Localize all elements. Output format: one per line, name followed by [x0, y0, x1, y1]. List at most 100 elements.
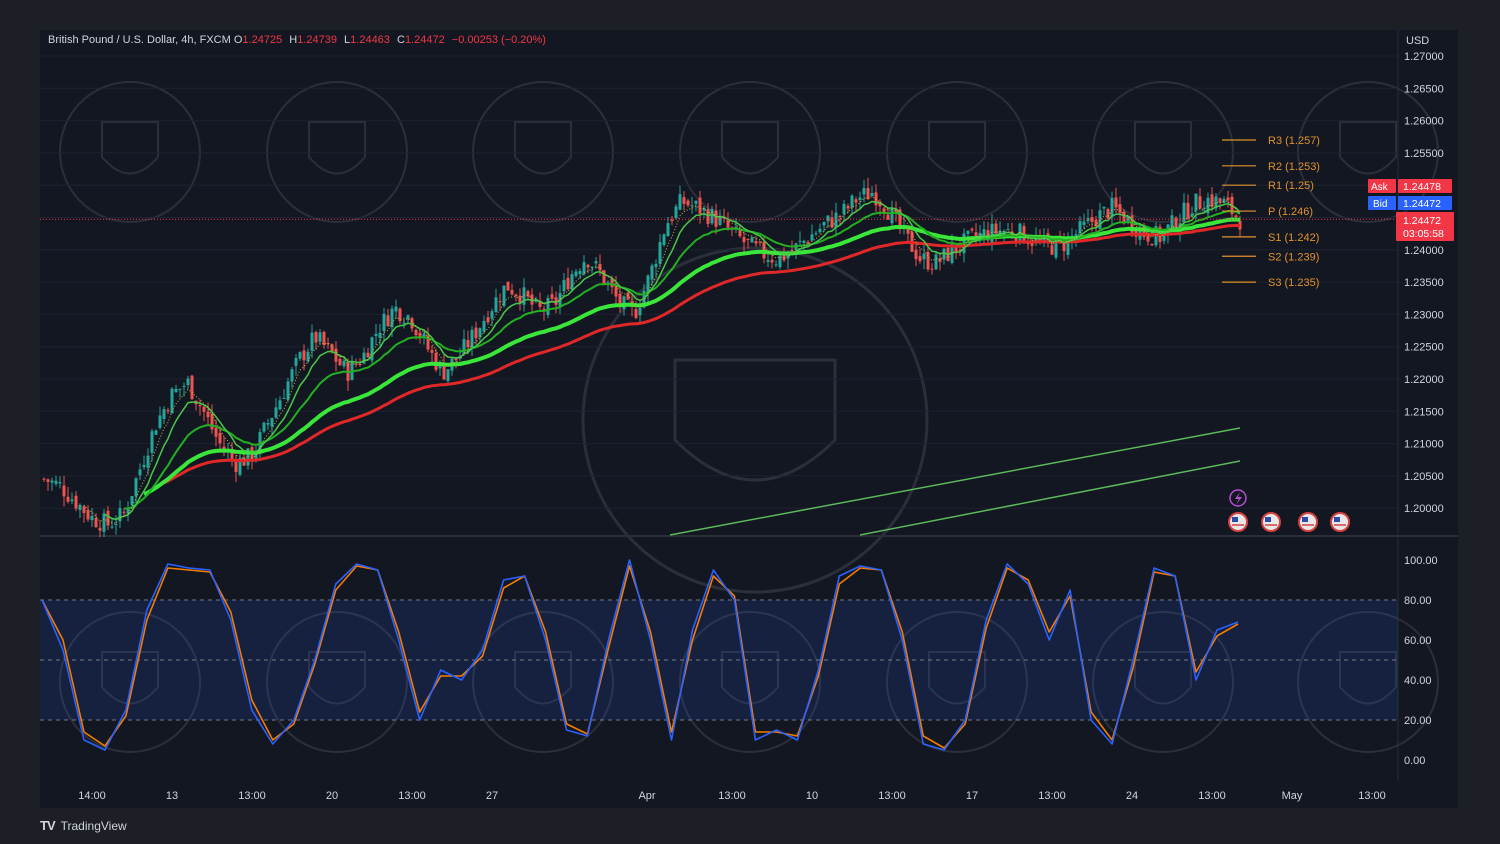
time-tick-label: 20 — [326, 790, 338, 802]
candle-body — [1218, 198, 1222, 203]
candle-body — [86, 510, 90, 520]
us-flag-canton — [1302, 517, 1308, 522]
bid-price-tag — [1398, 196, 1452, 210]
candle-body — [378, 332, 382, 338]
candle-body — [162, 409, 166, 419]
ohlc-low-label: L — [344, 34, 351, 46]
time-tick-label: May — [1282, 790, 1303, 802]
candle-body — [1050, 245, 1054, 255]
candle-body — [1034, 237, 1038, 244]
candle-body — [286, 381, 290, 400]
tradingview-name: TradingView — [60, 818, 127, 833]
candle-body — [446, 369, 450, 382]
candle-body — [74, 495, 78, 509]
candle-body — [474, 327, 478, 339]
candle-body — [510, 290, 514, 295]
candle-body — [1014, 237, 1018, 242]
candle-body — [930, 268, 934, 270]
candle-body — [890, 207, 894, 224]
watermark-seal-icon — [581, 246, 929, 594]
candle-body — [1226, 197, 1230, 201]
lightning-event-icon[interactable] — [1229, 489, 1247, 507]
candle-body — [726, 220, 730, 228]
candle-body — [530, 294, 534, 305]
oscillator-tick-label: 100.00 — [1404, 555, 1438, 567]
candle-body — [870, 192, 874, 197]
candle-body — [914, 249, 918, 260]
candle-body — [966, 230, 970, 234]
candle-body — [1006, 229, 1010, 231]
time-tick-label: 13:00 — [1038, 790, 1066, 802]
candle-body — [774, 264, 778, 266]
candle-body — [1190, 213, 1194, 217]
candle-body — [326, 342, 330, 344]
candle-body — [614, 285, 618, 297]
candle-body — [302, 350, 306, 361]
candle-body — [954, 246, 958, 253]
candle-body — [406, 315, 410, 320]
chart-panel[interactable] — [40, 30, 1458, 808]
candle-body — [646, 275, 650, 294]
candle-body — [266, 423, 270, 425]
candle-body — [486, 317, 490, 323]
candle-body — [146, 455, 150, 468]
watermark-shield-icon — [673, 358, 837, 482]
candle-body — [706, 209, 710, 224]
ema-red-line — [163, 223, 1241, 485]
candle-body — [654, 263, 658, 268]
candle-body — [826, 215, 830, 222]
candle-body — [790, 249, 794, 252]
candle-body — [710, 208, 714, 224]
watermark-shield-icon — [721, 651, 779, 705]
candle-body — [838, 215, 842, 217]
candle-body — [274, 407, 278, 418]
watermark-seal-icon — [266, 611, 408, 753]
candle-body — [106, 510, 110, 526]
candle-body — [134, 478, 138, 497]
candle-body — [898, 209, 902, 228]
candle-body — [738, 228, 742, 237]
candle-body — [574, 271, 578, 277]
watermark-shield-icon — [101, 651, 159, 705]
time-tick-label: Apr — [638, 790, 655, 802]
candle-body — [766, 260, 770, 262]
ohlc-open-value: 1.24725 — [242, 34, 283, 46]
price-tick-label: 1.21000 — [1404, 439, 1444, 451]
watermark-seal-icon — [472, 611, 614, 753]
candle-body — [682, 197, 686, 204]
time-tick-label: 13 — [166, 790, 178, 802]
candle-body — [650, 265, 654, 280]
candle-body — [182, 386, 186, 388]
candle-body — [578, 271, 582, 275]
candle-body — [1130, 215, 1134, 233]
tradingview-branding[interactable]: TV TradingView — [40, 818, 127, 833]
candle-body — [314, 332, 318, 343]
candle-body — [594, 261, 598, 264]
candle-body — [618, 293, 622, 306]
ohlc-open-label: O — [233, 34, 243, 46]
watermark-seal-icon — [59, 81, 201, 223]
candle-body — [634, 309, 638, 318]
candle-body — [298, 352, 302, 359]
ask-tag — [1368, 179, 1396, 193]
candle-body — [238, 457, 242, 475]
price-tick-label: 1.26500 — [1404, 83, 1444, 95]
watermark-shield-icon — [1339, 121, 1397, 175]
price-tick-label: 1.20500 — [1404, 471, 1444, 483]
candle-body — [1038, 239, 1042, 241]
watermark-seal-icon — [266, 81, 408, 223]
candle-body — [206, 411, 210, 418]
candle-body — [434, 352, 438, 370]
candle-body — [974, 232, 978, 237]
candle-body — [1118, 204, 1122, 213]
last-price-tag — [1396, 212, 1454, 241]
candle-body — [118, 508, 122, 522]
candle-body — [382, 313, 386, 331]
long-ma-lower-line — [859, 460, 1241, 536]
oscillator-tick-label: 0.00 — [1404, 755, 1425, 767]
candle-body — [190, 375, 194, 400]
candle-body — [374, 333, 378, 337]
candle-body — [58, 482, 62, 484]
candle-body — [430, 350, 434, 353]
